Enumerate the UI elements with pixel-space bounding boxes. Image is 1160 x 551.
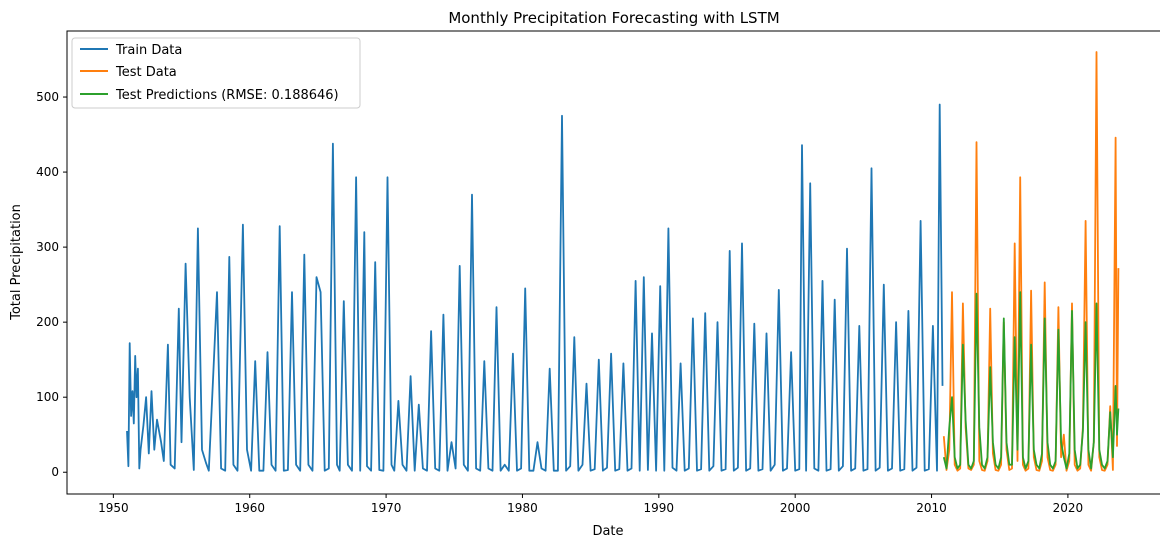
x-tick-label: 1980 xyxy=(507,501,538,515)
x-tick-label: 2010 xyxy=(916,501,947,515)
y-axis-label: Total Precipitation xyxy=(9,204,24,321)
y-tick-label: 0 xyxy=(51,465,59,479)
y-tick-label: 400 xyxy=(36,165,59,179)
legend-label-predictions: Test Predictions (RMSE: 0.188646) xyxy=(115,88,339,103)
series-line-test-predictions-rmse-0-188646 xyxy=(942,291,1120,470)
series-line-test-data xyxy=(942,51,1120,472)
y-tick-label: 100 xyxy=(36,390,59,404)
series-line-train-data xyxy=(126,103,944,472)
x-axis-label: Date xyxy=(592,524,623,539)
x-tick-label: 2000 xyxy=(780,501,811,515)
y-tick-label: 500 xyxy=(36,90,59,104)
y-axis: 0 100 200 300 400 500 xyxy=(36,90,67,479)
x-tick-label: 1990 xyxy=(644,501,675,515)
x-tick-label: 1950 xyxy=(98,501,129,515)
legend: Train Data Test Data Test Predictions (R… xyxy=(71,37,361,109)
x-tick-label: 1970 xyxy=(371,501,402,515)
x-tick-label: 1960 xyxy=(234,501,265,515)
chart-title: Monthly Precipitation Forecasting with L… xyxy=(448,9,779,27)
y-tick-label: 300 xyxy=(36,240,59,254)
legend-label-train: Train Data xyxy=(115,43,182,58)
x-tick-label: 2020 xyxy=(1053,501,1084,515)
legend-label-test: Test Data xyxy=(115,65,177,80)
legend-box xyxy=(71,37,361,109)
plot-frame xyxy=(66,30,1160,495)
plot-area xyxy=(126,51,1120,472)
y-tick-label: 200 xyxy=(36,315,59,329)
x-axis: 1950 1960 1970 1980 1990 2000 2010 2020 xyxy=(98,494,1083,515)
